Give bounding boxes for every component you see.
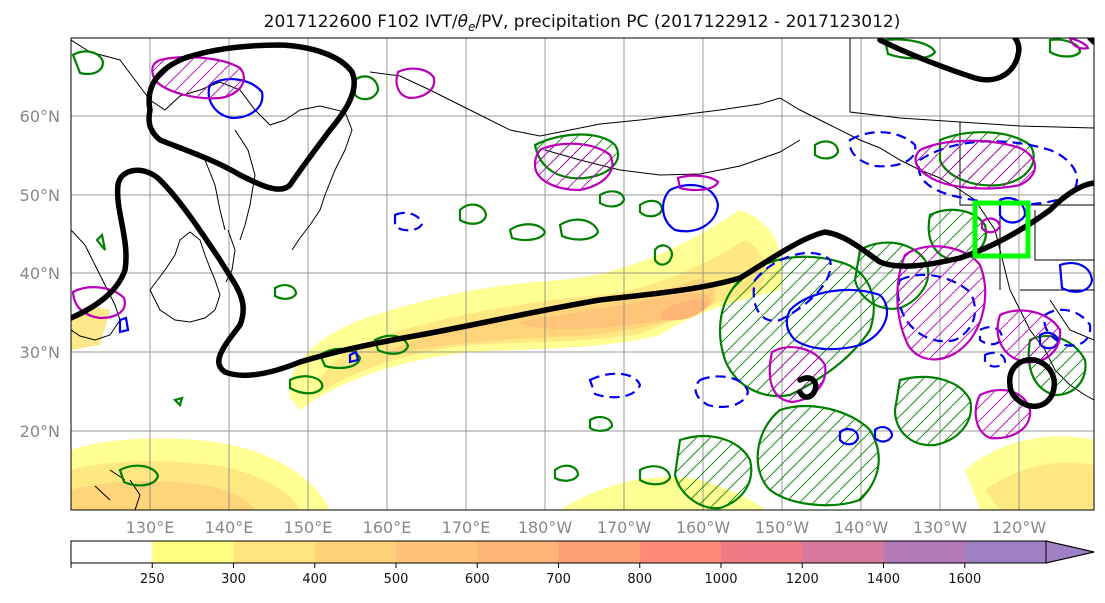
colorbar-outline	[70, 540, 1095, 564]
colorbar-tick-label: 600	[465, 572, 490, 587]
colorbar-tick-label: 800	[627, 572, 652, 587]
colorbar-swatches	[71, 541, 1047, 563]
colorbar: 250 300 400 500 600 700 800 1000 1200 1400 1600	[70, 540, 1095, 587]
colorbar-swatch	[964, 541, 1047, 563]
colorbar-swatch	[558, 541, 641, 563]
colorbar-ticks	[70, 563, 966, 568]
lon-label: 170°W	[597, 518, 652, 537]
target-box	[972, 200, 1031, 259]
colorbar-swatch	[233, 541, 316, 563]
colorbar-swatch	[396, 541, 478, 563]
lon-label: 170°E	[442, 518, 491, 537]
lon-label: 150°E	[284, 518, 333, 537]
lat-label: 30°N	[20, 343, 60, 362]
colorbar-tick-label: 700	[546, 572, 571, 587]
colorbar-swatch	[477, 541, 559, 563]
colorbar-tick-label: 400	[302, 572, 327, 587]
lon-label: 160°W	[676, 518, 731, 537]
colorbar-swatch	[152, 541, 234, 563]
colorbar-tick-label: 300	[221, 572, 246, 587]
colorbar-swatch	[721, 541, 803, 563]
colorbar-extend-arrow	[1045, 540, 1095, 564]
lon-label: 140°E	[205, 518, 254, 537]
colorbar-tick-label: 1400	[867, 572, 900, 587]
colorbar-tick-label: 500	[384, 572, 409, 587]
lon-label: 160°E	[363, 518, 412, 537]
lon-label: 130°E	[126, 518, 175, 537]
lat-label: 50°N	[20, 186, 60, 205]
lon-label: 180°W	[518, 518, 573, 537]
theta-e-contours	[71, 38, 1094, 409]
colorbar-tick-label: 1200	[786, 572, 819, 587]
lon-label: 150°W	[755, 518, 810, 537]
lat-label: 40°N	[20, 264, 60, 283]
precip-negative-contours	[118, 78, 1094, 446]
pv-contours	[71, 38, 1090, 440]
lon-label: 120°W	[992, 518, 1047, 537]
map-frame	[70, 37, 1095, 511]
colorbar-tick-label: 1000	[704, 572, 737, 587]
colorbar-swatch	[883, 541, 966, 563]
colorbar-swatch	[71, 541, 153, 563]
lat-label: 20°N	[20, 422, 60, 441]
colorbar-swatch	[802, 541, 884, 563]
colorbar-swatch	[314, 541, 397, 563]
lon-labels: 130°E 140°E 150°E 160°E 170°E 180°W 170°…	[126, 518, 1047, 537]
lon-label: 140°W	[834, 518, 889, 537]
lon-label: 130°W	[913, 518, 968, 537]
lat-label: 60°N	[20, 107, 60, 126]
colorbar-tick-label: 250	[140, 572, 165, 587]
lat-labels: 60°N 50°N 40°N 30°N 20°N	[20, 107, 60, 441]
map-panel	[71, 38, 1094, 510]
colorbar-labels: 250 300 400 500 600 700 800 1000 1200 1400 1600	[140, 572, 981, 587]
map-title: 2017122600 F102 IVT/θe/PV, precipitation…	[264, 12, 901, 34]
colorbar-swatch	[639, 541, 722, 563]
colorbar-tick-label: 1600	[948, 572, 981, 587]
